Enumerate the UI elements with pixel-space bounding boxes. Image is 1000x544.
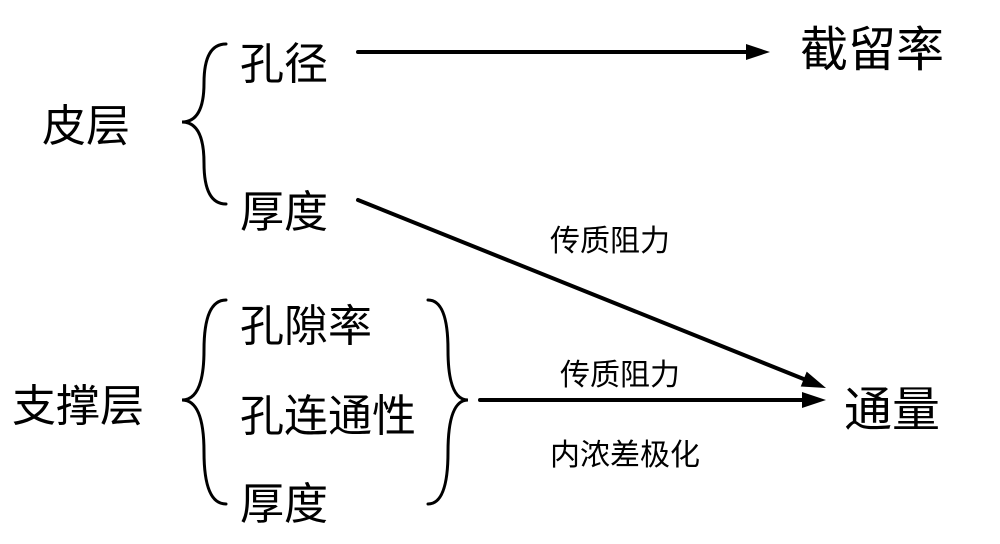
label-flux: 通量 bbox=[844, 370, 940, 440]
label-porosity: 孔隙率 bbox=[240, 290, 372, 354]
label-thickness-bot: 厚度 bbox=[240, 468, 328, 532]
svg-layer bbox=[0, 0, 1000, 544]
label-icp: 内浓差极化 bbox=[550, 430, 700, 474]
label-rejection: 截留率 bbox=[800, 10, 944, 80]
diagram-canvas: 皮层 孔径 厚度 截留率 支撑层 孔隙率 孔连通性 厚度 传质阻力 传质阻力 内… bbox=[0, 0, 1000, 544]
label-pore-connectivity: 孔连通性 bbox=[240, 380, 416, 444]
label-mass-resist-1: 传质阻力 bbox=[550, 216, 670, 260]
label-thickness-top: 厚度 bbox=[240, 176, 328, 240]
label-skin-layer: 皮层 bbox=[42, 90, 130, 154]
label-mass-resist-2: 传质阻力 bbox=[560, 350, 680, 394]
label-support-layer: 支撑层 bbox=[12, 370, 144, 434]
label-pore-radius: 孔径 bbox=[240, 28, 328, 92]
